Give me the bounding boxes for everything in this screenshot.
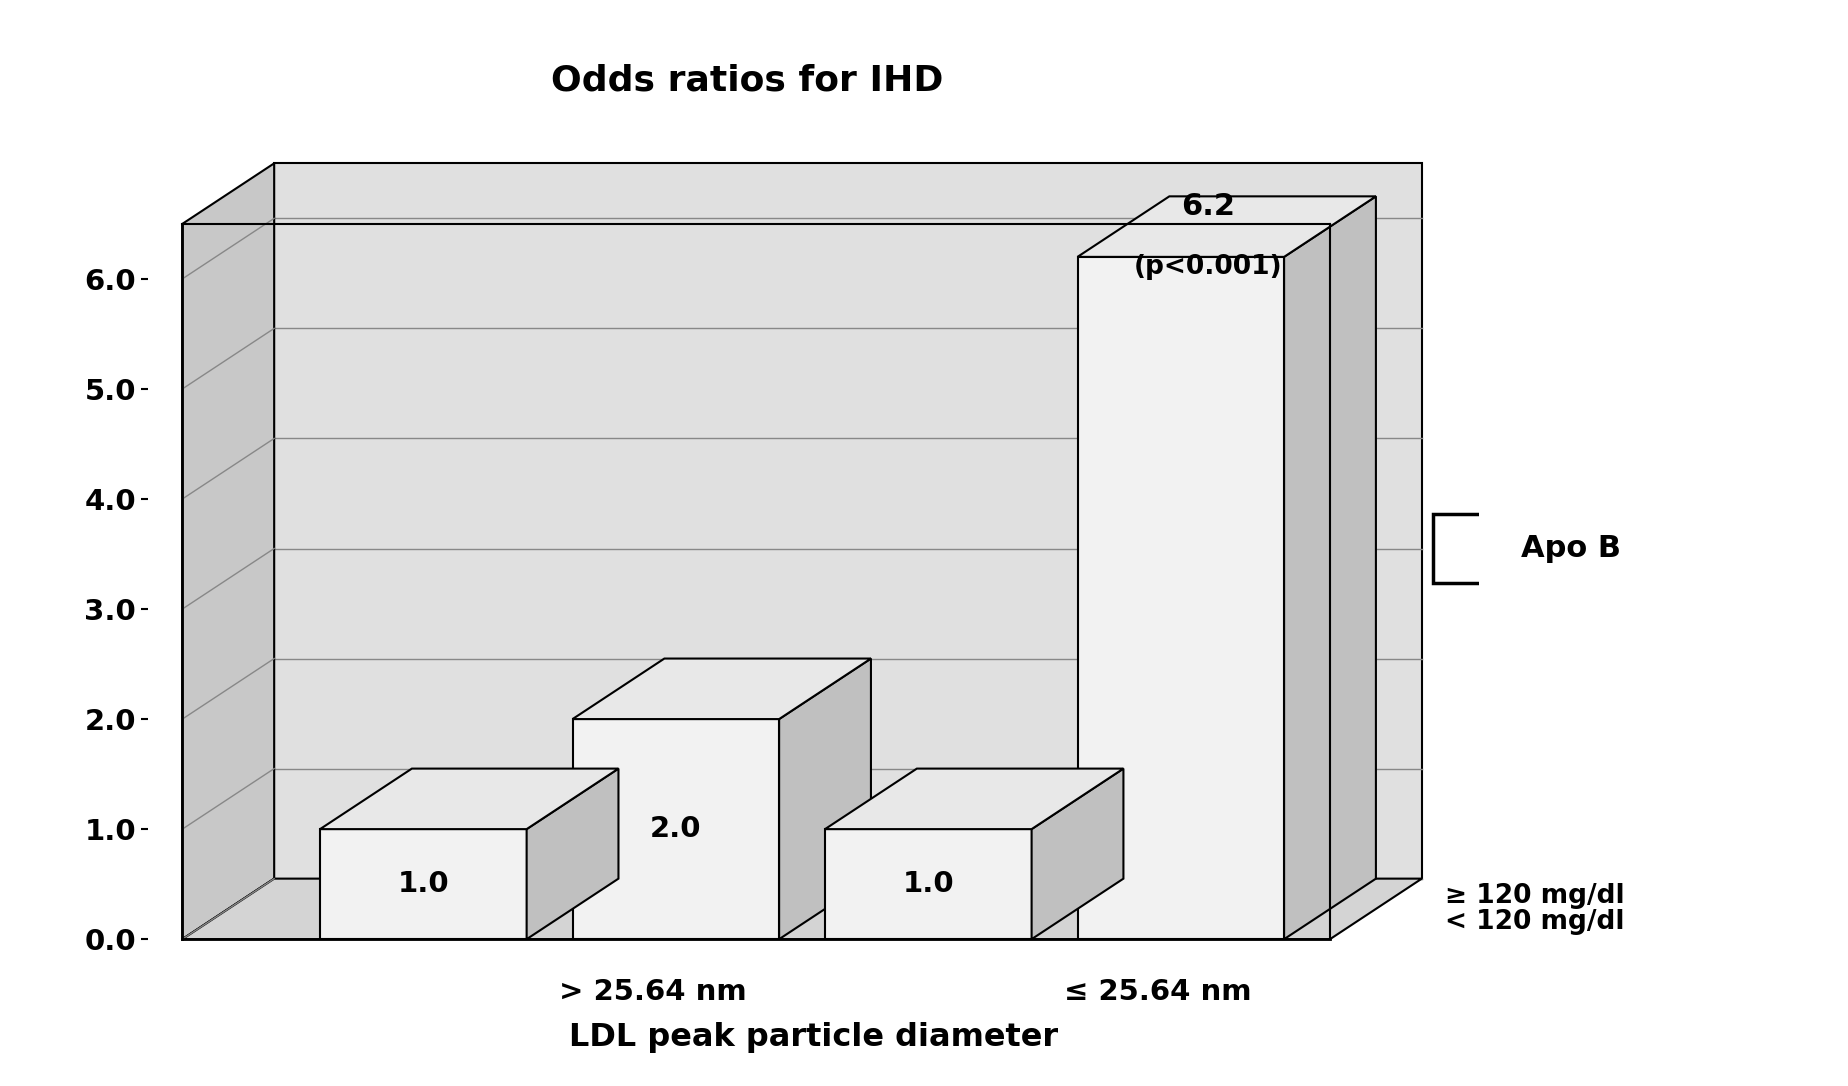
Text: 2.0: 2.0 bbox=[650, 816, 700, 843]
Polygon shape bbox=[1283, 197, 1375, 939]
Polygon shape bbox=[1077, 197, 1375, 257]
Text: ≤ 25.64 nm: ≤ 25.64 nm bbox=[1064, 977, 1251, 1006]
Text: (p<0.001): (p<0.001) bbox=[1133, 253, 1283, 279]
Polygon shape bbox=[824, 769, 1124, 829]
Text: Odds ratios for IHD: Odds ratios for IHD bbox=[551, 63, 942, 98]
Text: < 120 mg/dl: < 120 mg/dl bbox=[1443, 909, 1623, 935]
Polygon shape bbox=[573, 658, 870, 719]
Polygon shape bbox=[527, 769, 617, 939]
Text: Apo B: Apo B bbox=[1521, 534, 1621, 563]
Text: 1.0: 1.0 bbox=[397, 870, 449, 898]
Text: LDL peak particle diameter: LDL peak particle diameter bbox=[569, 1022, 1057, 1052]
Bar bbox=[1077, 257, 1283, 939]
Polygon shape bbox=[183, 879, 1421, 939]
Bar bbox=[320, 829, 527, 939]
Bar bbox=[573, 719, 778, 939]
Polygon shape bbox=[320, 769, 617, 829]
Polygon shape bbox=[274, 163, 1421, 879]
Text: > 25.64 nm: > 25.64 nm bbox=[558, 977, 747, 1006]
Text: 1.0: 1.0 bbox=[902, 870, 954, 898]
Text: 6.2: 6.2 bbox=[1181, 191, 1234, 220]
Polygon shape bbox=[778, 658, 870, 939]
Polygon shape bbox=[1031, 769, 1124, 939]
Text: ≥ 120 mg/dl: ≥ 120 mg/dl bbox=[1443, 883, 1624, 909]
Bar bbox=[824, 829, 1031, 939]
FancyBboxPatch shape bbox=[1432, 515, 1708, 582]
Polygon shape bbox=[183, 163, 274, 939]
